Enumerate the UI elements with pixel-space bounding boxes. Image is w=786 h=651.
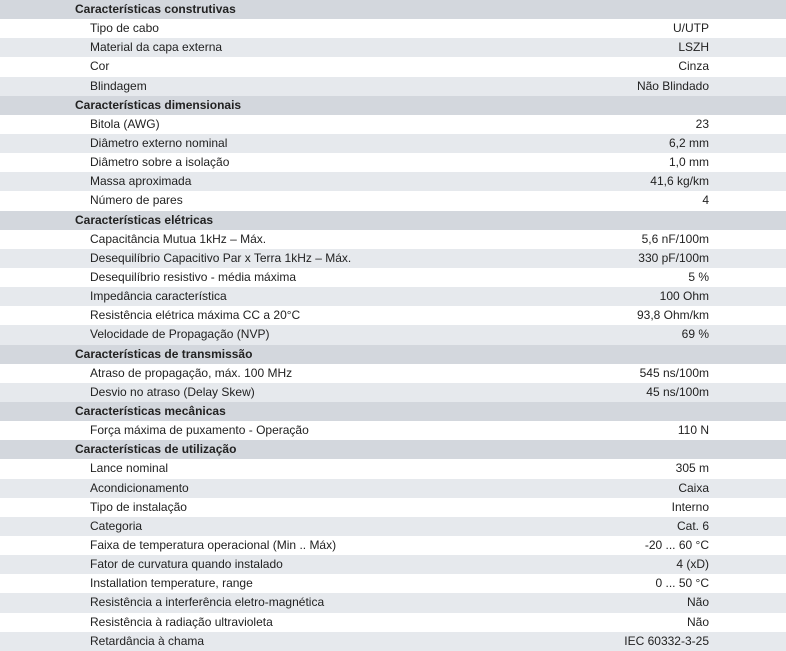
spec-row: Diâmetro externo nominal 6,2 mm xyxy=(0,133,786,154)
spec-value: 6,2 mm xyxy=(668,135,709,150)
spec-value: 305 m xyxy=(675,461,709,476)
spec-label: Velocidade de Propagação (NVP) xyxy=(90,327,270,342)
spec-label: Desvio no atraso (Delay Skew) xyxy=(90,384,255,399)
spec-value: U/UTP xyxy=(673,21,709,36)
spec-label: Material da capa externa xyxy=(90,40,223,55)
spec-value: 69 % xyxy=(681,327,709,342)
section-title: Características de transmissão xyxy=(75,346,253,361)
spec-value: 545 ns/100m xyxy=(639,365,709,380)
spec-value: Cat. 6 xyxy=(676,518,709,533)
spec-label: Desequilíbrio resistivo - média máxima xyxy=(90,269,297,284)
spec-value: 5 % xyxy=(688,269,709,284)
spec-value: LSZH xyxy=(678,40,709,55)
spec-row: Lance nominal 305 m xyxy=(0,459,786,478)
section-header: Características mecânicas xyxy=(0,401,786,422)
spec-value: 1,0 mm xyxy=(668,155,709,170)
spec-label: Retardância à chama xyxy=(90,633,205,648)
spec-value: 5,6 nF/100m xyxy=(641,231,709,246)
spec-value: 93,8 Ohm/km xyxy=(636,308,709,323)
spec-row: Força máxima de puxamento - Operação 110 … xyxy=(0,421,786,440)
spec-label: Tipo de instalação xyxy=(90,499,187,514)
spec-label: Categoria xyxy=(90,518,143,533)
spec-value: Não Blindado xyxy=(636,78,709,93)
spec-row: Capacitância Mutua 1kHz – Máx. 5,6 nF/100… xyxy=(0,230,786,249)
spec-label: Cor xyxy=(90,59,110,74)
spec-value: 41,6 kg/km xyxy=(650,174,709,189)
spec-label: Resistência a interferência eletro-magné… xyxy=(90,595,325,610)
spec-value: 4 xyxy=(702,193,709,208)
spec-row: Installation temperature, range 0 ... 50 … xyxy=(0,574,786,593)
section-title: Características elétricas xyxy=(75,212,214,227)
spec-label: Resistência elétrica máxima CC a 20°C xyxy=(90,308,301,323)
spec-label: Atraso de propagação, máx. 100 MHz xyxy=(90,365,293,380)
spec-row: Desequilíbrio Capacitivo Par x Terra 1kH… xyxy=(0,248,786,268)
spec-row: Resistência a interferência eletro-magné… xyxy=(0,593,786,613)
spec-value: -20 ... 60 °C xyxy=(644,537,709,552)
spec-row: Acondicionamento Caixa xyxy=(0,478,786,498)
spec-row: Blindagem Não Blindado xyxy=(0,76,786,96)
spec-value: 4 (xD) xyxy=(676,557,709,572)
spec-label: Resistência à radiação ultravioleta xyxy=(90,614,273,629)
spec-row: Desequilíbrio resistivo - média máxima 5 … xyxy=(0,268,786,287)
spec-label: Faixa de temperatura operacional (Min ..… xyxy=(90,537,337,552)
spec-row: Categoria Cat. 6 xyxy=(0,516,786,536)
section-title: Características de utilização xyxy=(75,442,237,457)
spec-row: Resistência elétrica máxima CC a 20°C 93,… xyxy=(0,306,786,325)
section-header: Características elétricas xyxy=(0,210,786,230)
spec-label: Desequilíbrio Capacitivo Par x Terra 1kH… xyxy=(90,250,352,265)
spec-row: Velocidade de Propagação (NVP) 69 % xyxy=(0,325,786,345)
spec-row: Material da capa externa LSZH xyxy=(0,38,786,58)
spec-row: Massa aproximada 41,6 kg/km xyxy=(0,172,786,192)
section-header: Características construtivas xyxy=(0,0,786,20)
section-header: Características dimensionais xyxy=(0,95,786,115)
spec-row: Bitola (AWG) 23 xyxy=(0,115,786,134)
spec-value: Caixa xyxy=(678,480,709,495)
section-header: Características de utilização xyxy=(0,440,786,460)
spec-label: Número de pares xyxy=(90,193,183,208)
spec-value: 0 ... 50 °C xyxy=(655,576,710,591)
section-title: Características construtivas xyxy=(75,2,236,16)
spec-label: Lance nominal xyxy=(90,461,169,476)
spec-row: Fator de curvatura quando instalado 4 (xD… xyxy=(0,555,786,575)
section-title: Características mecânicas xyxy=(75,403,226,418)
spec-value: 23 xyxy=(695,116,709,131)
spec-value: Não xyxy=(686,595,709,610)
spec-label: Massa aproximada xyxy=(90,174,192,189)
spec-label: Fator de curvatura quando instalado xyxy=(90,557,283,572)
spec-value: 110 N xyxy=(677,423,709,438)
spec-row: Tipo de instalação Interno xyxy=(0,498,786,517)
spec-label: Blindagem xyxy=(90,78,147,93)
spec-row: Retardância à chama IEC 60332-3-25 xyxy=(0,631,786,651)
spec-label: Bitola (AWG) xyxy=(90,116,160,131)
spec-value: Interno xyxy=(671,499,709,514)
spec-label: Installation temperature, range xyxy=(90,576,253,591)
spec-value: 100 Ohm xyxy=(659,289,709,304)
spec-row: Número de pares 4 xyxy=(0,191,786,210)
spec-label: Tipo de cabo xyxy=(90,21,159,36)
spec-label: Capacitância Mutua 1kHz – Máx. xyxy=(90,231,267,246)
spec-row: Resistência à radiação ultravioleta Não xyxy=(0,613,786,632)
spec-label: Diâmetro externo nominal xyxy=(90,135,228,150)
spec-value: 45 ns/100m xyxy=(646,384,709,399)
spec-value: Não xyxy=(686,614,709,629)
spec-row: Atraso de propagação, máx. 100 MHz 545 ns… xyxy=(0,364,786,383)
spec-value: IEC 60332-3-25 xyxy=(624,633,709,648)
spec-row: Impedância característica 100 Ohm xyxy=(0,287,786,307)
spec-row: Faixa de temperatura operacional (Min ..… xyxy=(0,536,786,555)
spec-row: Desvio no atraso (Delay Skew) 45 ns/100m xyxy=(0,382,786,402)
spec-label: Impedância característica xyxy=(90,289,227,304)
spec-label: Diâmetro sobre a isolação xyxy=(90,155,230,170)
section-title: Características dimensionais xyxy=(75,97,242,112)
spec-row: Diâmetro sobre a isolação 1,0 mm xyxy=(0,153,786,172)
spec-label: Acondicionamento xyxy=(90,480,189,495)
section-header: Características de transmissão xyxy=(0,344,786,364)
spec-value: 330 pF/100m xyxy=(638,250,709,265)
spec-label: Força máxima de puxamento - Operação xyxy=(90,423,309,438)
spec-row: Cor Cinza xyxy=(0,57,786,76)
spec-value: Cinza xyxy=(678,59,709,74)
spec-row: Tipo de cabo U/UTP xyxy=(0,19,786,38)
